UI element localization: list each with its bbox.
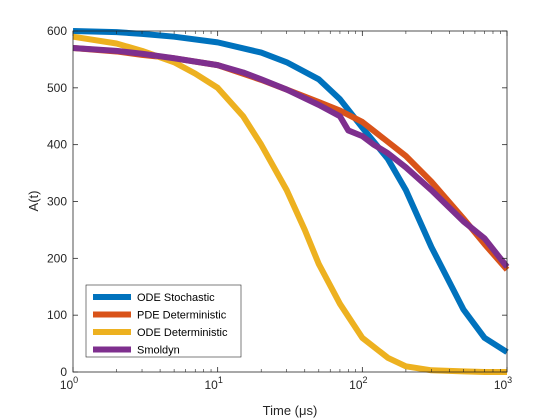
y-axis-label: A(t) bbox=[26, 191, 41, 212]
legend-label-3: ODE Deterministic bbox=[137, 327, 228, 339]
y-tick-label-1: 100 bbox=[47, 308, 67, 322]
y-tick-label-5: 500 bbox=[47, 81, 67, 95]
y-tick-label-4: 400 bbox=[47, 138, 67, 152]
legend: ODE Stochastic PDE Deterministic ODE Deter… bbox=[85, 284, 242, 358]
x-tick-exponent-2: 2 bbox=[363, 375, 368, 385]
y-tick-label-0: 0 bbox=[60, 365, 67, 379]
legend-label-2: PDE Deterministic bbox=[137, 310, 227, 322]
legend-label-1: ODE Stochastic bbox=[137, 292, 215, 304]
x-tick-label-1: 101 bbox=[204, 375, 222, 392]
x-tick-label-2: 102 bbox=[349, 375, 367, 392]
y-tick-label-3: 300 bbox=[47, 195, 67, 209]
y-tick-label-6: 600 bbox=[47, 24, 67, 38]
series-line-1 bbox=[72, 28, 509, 355]
series-line-4 bbox=[72, 45, 510, 269]
x-tick-exponent-3: 3 bbox=[507, 375, 512, 385]
x-tick-exponent-0: 0 bbox=[73, 375, 78, 385]
y-tick-label-2: 200 bbox=[47, 251, 67, 265]
x-tick-exponent-1: 1 bbox=[218, 375, 223, 385]
ticks-layer bbox=[72, 30, 508, 373]
legend-label-4: Smoldyn bbox=[137, 345, 180, 357]
x-tick-label-3: 103 bbox=[494, 375, 512, 392]
x-axis-label: Time (μs) bbox=[263, 403, 318, 418]
